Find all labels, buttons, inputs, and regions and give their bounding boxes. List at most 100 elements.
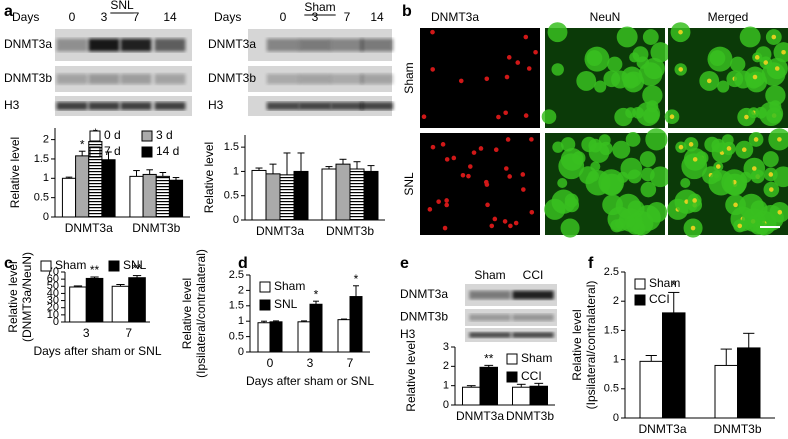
- bar: [479, 366, 498, 406]
- nucleus: [507, 174, 512, 179]
- y-tick-label: 1.5: [229, 300, 244, 312]
- y-tick-label: 2: [613, 295, 619, 307]
- bar: [349, 296, 363, 353]
- error-bar: [269, 163, 277, 174]
- error-bar: [353, 285, 359, 297]
- error-bar: [367, 165, 375, 172]
- blot-title: SNL: [110, 0, 134, 12]
- neuron: [547, 22, 568, 43]
- nucleus: [444, 198, 449, 203]
- legend-swatch: [506, 371, 518, 383]
- legend-swatch: [89, 130, 101, 142]
- error-bar: [353, 161, 361, 169]
- error-bar: [301, 320, 307, 322]
- row-label: H3: [208, 98, 224, 112]
- nucleus: [505, 137, 511, 142]
- nucleus: [678, 29, 683, 35]
- error-bar: [325, 166, 333, 169]
- y-tick-label: 0: [53, 316, 59, 328]
- nucleus: [471, 150, 477, 155]
- y-tick-label: 0.5: [229, 331, 244, 343]
- blot-band: [154, 102, 186, 110]
- neuron: [541, 109, 557, 125]
- y-tick-label: 10: [47, 309, 59, 321]
- neuron: [730, 56, 746, 72]
- nucleus: [493, 147, 499, 153]
- neuron: [599, 141, 613, 156]
- nucleus: [737, 223, 743, 229]
- nucleus: [741, 147, 747, 153]
- lane-label: Days: [12, 10, 39, 24]
- error-bar: [261, 320, 267, 323]
- nucleus: [513, 220, 519, 226]
- micrograph: [420, 28, 540, 128]
- nucleus: [754, 55, 760, 60]
- significance: *: [314, 287, 319, 301]
- lane-label: 0: [280, 10, 287, 24]
- y-tick-label: 0: [43, 211, 49, 223]
- legend-swatch: [634, 278, 646, 290]
- bar: [335, 163, 351, 221]
- bar: [363, 170, 379, 221]
- nucleus: [460, 172, 466, 178]
- bar: [462, 386, 481, 406]
- blot-band: [154, 38, 186, 52]
- neuron: [586, 50, 603, 67]
- nucleus: [478, 146, 484, 151]
- error-bar: [146, 169, 153, 175]
- nucleus: [529, 137, 534, 142]
- nucleus: [458, 78, 464, 84]
- micrograph: [420, 133, 540, 235]
- error-bar: [172, 177, 180, 181]
- error-bar: [313, 300, 319, 305]
- nucleus: [669, 114, 675, 120]
- neuron: [649, 166, 671, 188]
- nucleus: [489, 223, 495, 229]
- nucleus: [492, 216, 498, 222]
- nucleus: [733, 202, 738, 208]
- neuron: [615, 193, 641, 220]
- neuron: [739, 26, 761, 48]
- bar: [279, 174, 295, 221]
- nucleus: [692, 157, 698, 162]
- neuron: [616, 26, 638, 48]
- bar: [309, 303, 323, 353]
- significance: *: [354, 272, 359, 286]
- neuron: [642, 29, 659, 45]
- y-axis-label: Relative level: [8, 137, 22, 208]
- panel-letter: a: [4, 3, 13, 20]
- nucleus: [442, 225, 448, 231]
- row-label: H3: [4, 98, 20, 112]
- nucleus: [526, 66, 532, 71]
- nucleus: [523, 113, 529, 118]
- bar: [142, 173, 157, 218]
- neuron: [551, 63, 564, 76]
- neuron: [552, 141, 564, 153]
- error-bar: [720, 348, 732, 366]
- blot-band: [266, 38, 300, 52]
- bar: [155, 175, 170, 218]
- bar: [662, 312, 686, 419]
- y-tick-label: 60: [47, 273, 59, 285]
- row-label: DNMT3b: [400, 310, 448, 324]
- nucleus: [774, 66, 780, 71]
- bar: [168, 179, 184, 218]
- x-tick-label: 0: [267, 356, 274, 370]
- nucleus: [444, 202, 450, 208]
- column-header: NeuN: [590, 10, 621, 24]
- y-tick-label: 1.5: [604, 324, 619, 336]
- x-tick-label: 3: [307, 356, 314, 370]
- column-header: Merged: [708, 10, 749, 24]
- neuron: [585, 170, 611, 196]
- y-axis-label: (Ipsilateral/contralateral): [584, 281, 598, 410]
- bar: [265, 173, 281, 221]
- nucleus: [427, 207, 433, 212]
- error-bar: [516, 383, 526, 388]
- neuron: [614, 107, 633, 127]
- nucleus: [521, 187, 526, 192]
- panel-letter: d: [238, 255, 248, 272]
- blot-band: [56, 102, 88, 110]
- blot-strip: [465, 284, 557, 306]
- y-tick-label: 1.5: [224, 141, 239, 153]
